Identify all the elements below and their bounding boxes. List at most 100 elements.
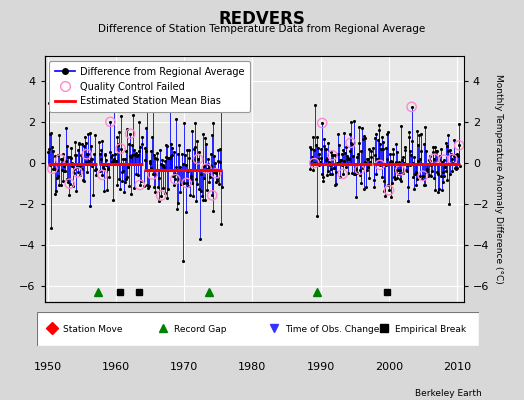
Point: [55, 132, 63, 138]
Point: [306, 143, 314, 150]
Point: [83, 151, 91, 158]
Point: [455, 142, 463, 148]
Point: [343, 156, 352, 162]
Point: [339, 147, 347, 154]
Point: [51, 153, 59, 160]
Point: [116, 145, 125, 152]
Point: [123, 174, 132, 180]
Point: [350, 170, 358, 177]
Point: [80, 178, 88, 184]
Point: [192, 198, 200, 205]
Point: [72, 152, 81, 158]
Point: [422, 169, 431, 175]
Point: [314, 162, 323, 168]
Point: [100, 165, 108, 172]
Point: [378, 145, 387, 152]
Point: [384, 181, 392, 188]
Point: [357, 179, 366, 186]
Point: [366, 159, 374, 165]
Point: [210, 169, 218, 175]
Point: [124, 141, 133, 147]
Point: [451, 152, 459, 158]
Point: [394, 166, 402, 173]
Point: [100, 187, 108, 194]
Point: [128, 152, 136, 158]
Point: [385, 187, 393, 194]
Point: [112, 158, 121, 164]
Point: [162, 142, 170, 149]
Point: [432, 169, 441, 175]
Point: [136, 144, 145, 150]
Point: [67, 144, 75, 151]
Point: [124, 164, 132, 170]
Point: [345, 156, 353, 162]
Point: [201, 134, 209, 141]
Point: [151, 155, 160, 162]
Point: [406, 162, 414, 168]
Point: [178, 181, 187, 188]
Point: [308, 134, 316, 140]
Point: [121, 179, 129, 186]
Point: [78, 140, 86, 147]
Point: [96, 168, 104, 175]
Point: [334, 141, 343, 148]
Point: [177, 151, 185, 157]
Point: [411, 170, 419, 177]
Point: [328, 152, 336, 158]
Point: [54, 173, 62, 180]
Point: [160, 190, 169, 196]
Point: [200, 163, 209, 169]
Point: [333, 160, 341, 166]
Point: [427, 173, 435, 180]
Text: 1950: 1950: [34, 362, 62, 372]
Point: [125, 182, 133, 189]
Point: [135, 148, 144, 154]
Point: [318, 170, 326, 177]
Point: [212, 179, 220, 185]
Point: [58, 156, 67, 162]
Point: [352, 193, 360, 200]
Point: [167, 141, 176, 148]
Point: [349, 153, 357, 160]
Point: [52, 188, 60, 194]
Point: [169, 149, 178, 156]
Point: [155, 198, 163, 204]
Point: [203, 187, 211, 193]
Point: [353, 170, 361, 176]
Point: [132, 150, 140, 157]
Point: [75, 172, 84, 178]
Point: [174, 176, 183, 182]
Point: [49, 166, 58, 172]
Point: [107, 154, 115, 160]
Point: [163, 195, 171, 202]
Point: [439, 169, 447, 175]
Point: [148, 171, 157, 178]
Point: [447, 168, 456, 174]
Point: [213, 178, 222, 185]
Point: [391, 176, 399, 182]
Point: [324, 168, 332, 174]
Point: [397, 178, 405, 185]
Text: 1980: 1980: [238, 362, 267, 372]
Point: [180, 180, 188, 186]
Point: [152, 150, 161, 156]
Point: [212, 170, 221, 176]
Point: [86, 203, 94, 209]
Point: [201, 196, 210, 203]
Point: [50, 166, 58, 172]
Point: [216, 159, 224, 165]
Point: [172, 116, 181, 122]
Point: [195, 167, 204, 173]
Point: [119, 168, 128, 174]
Point: [199, 130, 207, 137]
Point: [155, 175, 163, 182]
Text: Berkeley Earth: Berkeley Earth: [416, 389, 482, 398]
Point: [376, 162, 384, 168]
Point: [156, 161, 165, 167]
Point: [81, 134, 89, 140]
Point: [88, 156, 96, 162]
Point: [145, 167, 154, 174]
Point: [345, 148, 354, 154]
Point: [116, 186, 124, 192]
Point: [405, 134, 413, 140]
